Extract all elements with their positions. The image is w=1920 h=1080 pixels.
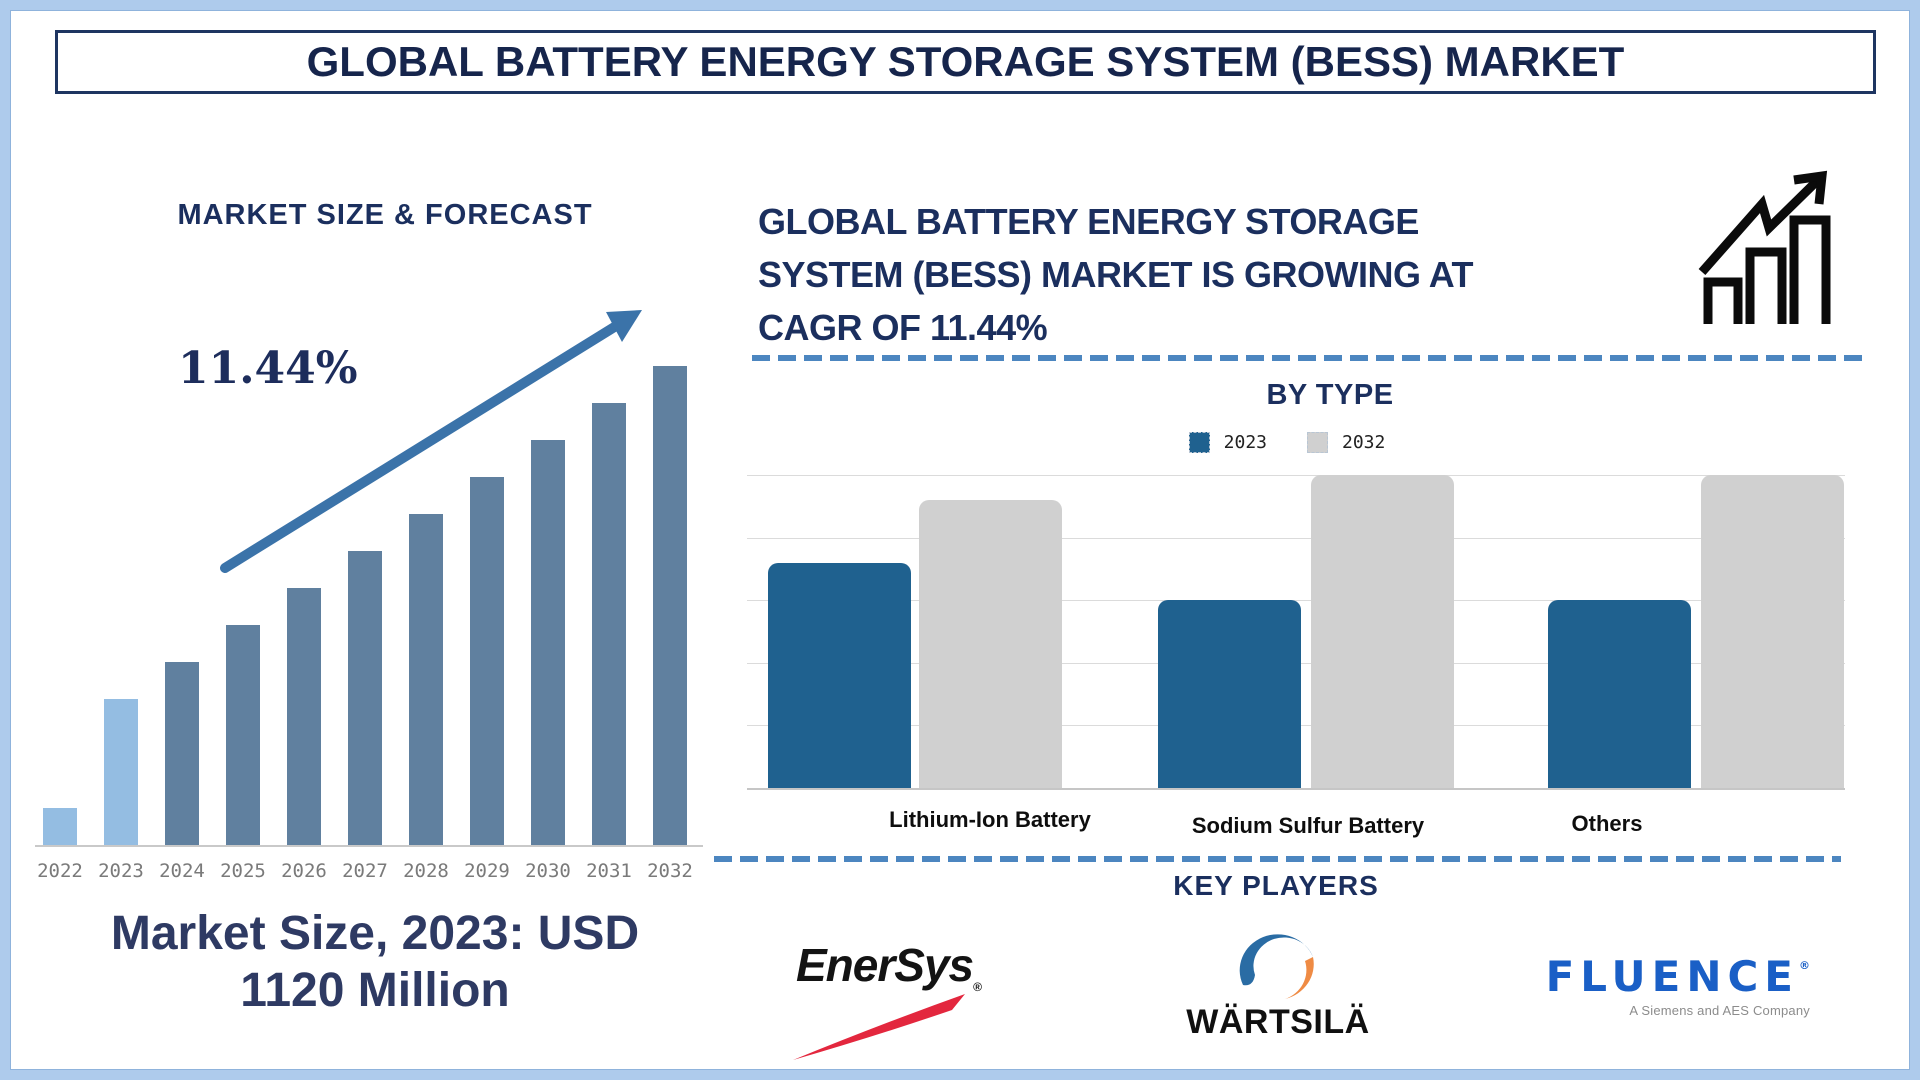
dashed-divider-top (752, 355, 1863, 361)
legend-swatch-2032 (1307, 431, 1328, 453)
year-label-2030: 2030 (525, 860, 571, 882)
enersys-swoosh-icon (793, 994, 965, 1060)
by-type-title: BY TYPE (1266, 379, 1394, 411)
forecast-bar-2023 (104, 699, 138, 845)
key-players-title: KEY PLAYERS (1173, 870, 1379, 901)
by-type-bar-2032-Lithium-Ion Battery (919, 500, 1062, 788)
dashed-divider-bottom (714, 856, 1841, 862)
by-type-legend: 2023 2032 (1100, 429, 1500, 455)
enersys-logo: EnerSys® (793, 938, 1016, 1068)
year-label-2027: 2027 (342, 860, 388, 882)
fluence-tagline: A Siemens and AES Company (1629, 1003, 1810, 1018)
gridline-1 (747, 538, 1845, 539)
by-type-bar-2023-Others (1548, 600, 1691, 788)
year-label-2029: 2029 (464, 860, 510, 882)
by-type-bar-2032-Others (1701, 475, 1844, 788)
forecast-bar-2022 (43, 808, 77, 845)
cagr-headline: GLOBAL BATTERY ENERGY STORAGE SYSTEM (BE… (758, 195, 1688, 354)
forecast-bar-2028 (409, 514, 443, 845)
wartsila-swirl-icon (1239, 934, 1314, 999)
forecast-bar-2032 (653, 366, 687, 845)
forecast-bar-2031 (592, 403, 626, 845)
by-type-bar-2023-Sodium Sulfur Battery (1158, 600, 1301, 788)
forecast-bar-2027 (348, 551, 382, 845)
gridline-0 (747, 475, 1845, 476)
legend-swatch-2023 (1188, 431, 1210, 453)
enersys-registered-mark: ® (973, 980, 982, 994)
enersys-wordmark: EnerSys (796, 939, 974, 991)
main-title-box: GLOBAL BATTERY ENERGY STORAGE SYSTEM (BE… (55, 30, 1876, 94)
market-size-forecast-title: MARKET SIZE & FORECAST (177, 199, 593, 231)
year-label-2028: 2028 (403, 860, 449, 882)
year-label-2022: 2022 (37, 860, 83, 882)
by-type-bar-2032-Sodium Sulfur Battery (1311, 475, 1454, 788)
forecast-bar-2025 (226, 625, 260, 845)
wartsila-logo: WÄRTSILÄ (1163, 915, 1393, 1045)
year-axis-labels: 2022 2023 2024 2025 2026 2027 2028 2029 2030 2031… (10, 860, 730, 890)
year-label-2025: 2025 (220, 860, 266, 882)
fluence-logo: FLUENCE® A Siemens and AES Company (1530, 952, 1810, 1018)
fluence-wordmark: FLUENCE (1545, 952, 1799, 1001)
main-title: GLOBAL BATTERY ENERGY STORAGE SYSTEM (BE… (306, 38, 1625, 85)
legend-label-2023: 2023 (1223, 431, 1267, 453)
category-label-others: Others (1571, 811, 1643, 836)
forecast-bar-2030 (531, 440, 565, 845)
legend-label-2032: 2032 (1342, 431, 1386, 453)
market-size-note-line1: Market Size, 2023: USD (110, 907, 640, 960)
forecast-bar-2026 (287, 588, 321, 845)
by-type-baseline (747, 788, 1845, 790)
x-axis-line (35, 845, 703, 847)
cagr-headline-line1: GLOBAL BATTERY ENERGY STORAGE (758, 201, 1419, 242)
growth-chart-icon (1698, 170, 1831, 324)
forecast-bar-2024 (165, 662, 199, 845)
category-label-sodium-sulfur: Sodium Sulfur Battery (1191, 813, 1425, 838)
cagr-headline-line3: CAGR OF 11.44% (758, 307, 1048, 348)
cagr-headline-line2: SYSTEM (BESS) MARKET IS GROWING AT (758, 254, 1474, 295)
market-size-chart (10, 10, 730, 845)
forecast-bar-2029 (470, 477, 504, 845)
by-type-bar-2023-Lithium-Ion Battery (768, 563, 911, 788)
year-label-2024: 2024 (159, 860, 205, 882)
year-label-2023: 2023 (98, 860, 144, 882)
year-label-2026: 2026 (281, 860, 327, 882)
market-size-note: Market Size, 2023: USD 1120 Million (30, 905, 720, 1019)
year-label-2031: 2031 (586, 860, 632, 882)
year-label-2032: 2032 (647, 860, 693, 882)
wartsila-wordmark: WÄRTSILÄ (1186, 1003, 1370, 1041)
fluence-registered-mark: ® (1799, 959, 1810, 972)
category-label-lithium-ion: Lithium-Ion Battery (889, 807, 1091, 832)
market-size-note-line2: 1120 Million (240, 964, 510, 1017)
